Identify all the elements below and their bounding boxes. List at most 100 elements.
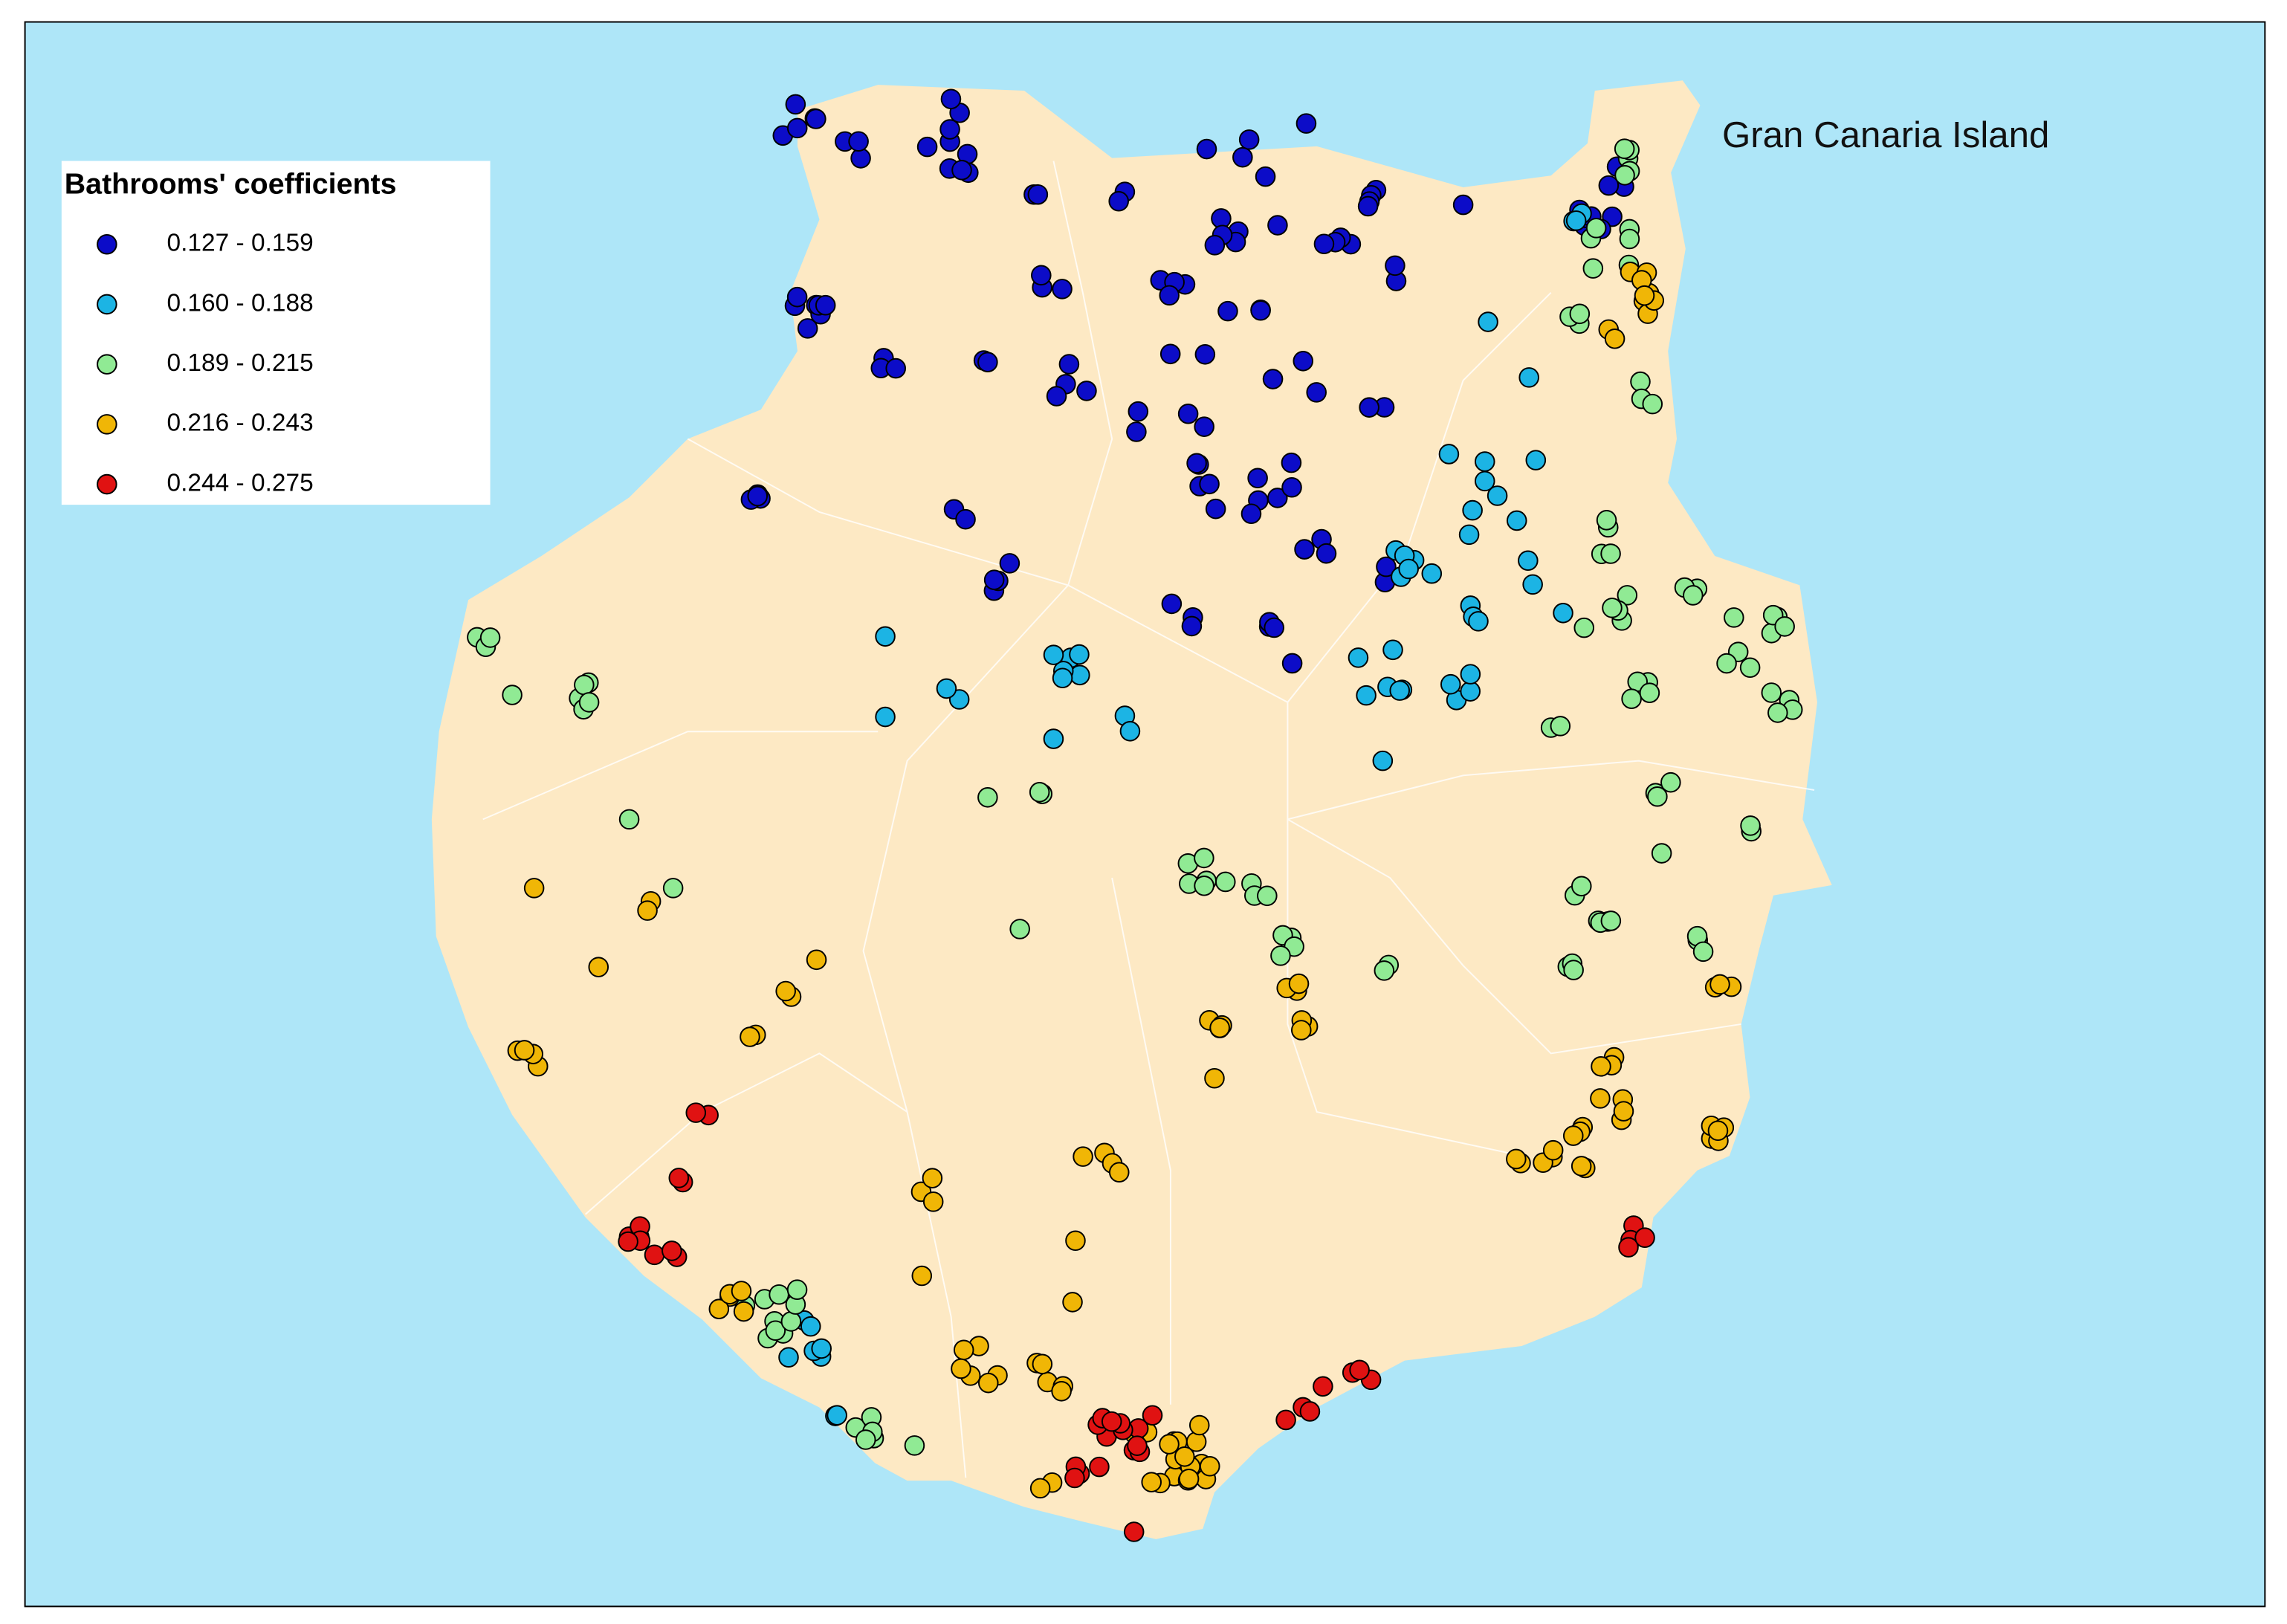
property-point	[1194, 847, 1214, 869]
property-point	[1209, 1017, 1230, 1038]
property-point	[1281, 476, 1302, 498]
property-point	[1518, 367, 1539, 388]
property-point	[1293, 351, 1314, 372]
property-point	[637, 900, 658, 921]
property-point	[1372, 750, 1394, 771]
property-point	[1126, 421, 1147, 442]
property-point	[1630, 371, 1651, 392]
property-point	[916, 136, 938, 158]
property-point	[1204, 1067, 1225, 1089]
property-point	[1562, 1125, 1584, 1146]
property-point	[1255, 166, 1276, 187]
property-point	[1619, 228, 1640, 250]
property-point	[1349, 1359, 1370, 1381]
property-point	[850, 148, 871, 169]
property-point	[1550, 716, 1571, 737]
legend-symbol	[97, 233, 117, 255]
property-point	[1188, 1414, 1210, 1436]
legend-box	[61, 161, 491, 505]
property-point	[1142, 1405, 1163, 1426]
property-point	[1724, 607, 1744, 628]
property-point	[662, 878, 684, 899]
property-point	[1398, 558, 1419, 580]
property-point	[618, 809, 640, 830]
property-point	[1767, 702, 1788, 723]
points-layer	[467, 88, 1803, 1542]
property-point	[951, 1358, 971, 1379]
property-point	[786, 117, 808, 139]
property-point	[936, 678, 957, 699]
property-point	[983, 569, 1005, 590]
property-point	[733, 1301, 754, 1322]
property-point	[1692, 941, 1714, 963]
property-point	[786, 1279, 808, 1300]
property-point	[1177, 403, 1199, 424]
property-point	[953, 1339, 974, 1361]
property-point	[780, 1311, 802, 1332]
property-point	[1199, 1455, 1220, 1477]
property-point	[1634, 1227, 1655, 1248]
property-point	[1194, 875, 1214, 896]
property-point	[1281, 653, 1303, 674]
property-point	[1161, 593, 1183, 615]
property-point	[1316, 543, 1337, 564]
property-point	[1313, 233, 1335, 255]
property-point	[1563, 960, 1584, 980]
property-point	[940, 88, 962, 110]
property-point	[574, 674, 595, 696]
property-point	[1385, 255, 1405, 276]
property-point	[1709, 974, 1730, 995]
property-point	[827, 1405, 847, 1426]
property-point	[740, 1026, 760, 1047]
property-point	[1205, 498, 1226, 520]
legend-label: 0.127 - 0.159	[167, 230, 314, 257]
property-point	[765, 1320, 786, 1342]
property-point	[769, 1284, 789, 1305]
property-point	[1270, 945, 1291, 966]
property-point	[811, 1338, 832, 1359]
property-point	[1029, 1478, 1051, 1499]
property-point	[1194, 416, 1214, 437]
property-point	[1065, 1230, 1086, 1252]
property-point	[1683, 585, 1704, 606]
property-point	[1232, 146, 1253, 168]
legend-label: 0.189 - 0.215	[167, 349, 314, 377]
property-point	[1204, 235, 1226, 256]
property-point	[1108, 190, 1129, 212]
property-point	[1295, 113, 1317, 134]
property-point	[1159, 343, 1181, 365]
property-point	[1194, 344, 1216, 365]
property-point	[911, 1265, 933, 1287]
property-point	[661, 1240, 682, 1261]
property-point	[502, 685, 523, 705]
property-point	[999, 553, 1020, 574]
property-point	[1389, 680, 1411, 701]
property-point	[1565, 210, 1587, 231]
legend-symbol	[97, 354, 117, 375]
property-point	[1716, 653, 1737, 674]
property-point	[1275, 1409, 1296, 1431]
property-point	[1178, 1468, 1200, 1489]
property-point	[1518, 550, 1539, 572]
property-point	[1591, 1056, 1611, 1077]
property-point	[1348, 647, 1369, 668]
property-point	[1264, 617, 1284, 638]
property-point	[1569, 303, 1591, 325]
property-point	[1571, 876, 1592, 897]
property-point	[1181, 615, 1203, 637]
property-point	[1159, 285, 1180, 306]
property-point	[1076, 381, 1097, 401]
property-point	[1553, 603, 1573, 624]
property-point	[479, 627, 501, 648]
property-point	[848, 131, 869, 152]
property-point	[1127, 1435, 1148, 1456]
property-point	[523, 878, 545, 899]
property-point	[1460, 664, 1481, 685]
property-point	[1642, 393, 1663, 415]
legend: 0.127 - 0.159 0.160 - 0.188 0.189 - 0.215 0…	[97, 230, 314, 496]
property-point	[1027, 184, 1049, 205]
property-point	[1128, 401, 1149, 422]
property-point	[977, 1372, 999, 1394]
property-point	[1238, 129, 1260, 150]
property-point	[885, 358, 906, 379]
